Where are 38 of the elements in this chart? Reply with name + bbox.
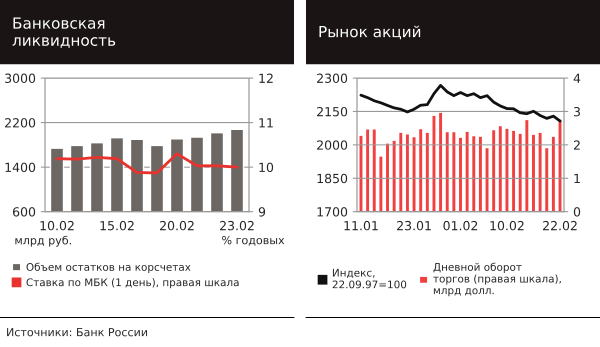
y2-tick-label: 3 — [574, 106, 580, 116]
y2-tick-label: 1 — [574, 174, 580, 184]
y2-axis-title: % годовых — [222, 236, 284, 246]
x-tick-label: 01.02 — [443, 220, 478, 230]
line-series — [56, 152, 238, 174]
x-tick-label: 20.02 — [160, 220, 194, 230]
x-tick-label: 10.02 — [40, 220, 74, 230]
legend-label: Дневной оборот торгов (правая шкала), млрд долл. — [433, 262, 561, 296]
y-axis-title: млрд руб. — [15, 236, 71, 247]
x-tick-label: 23.02 — [220, 220, 254, 230]
legend-label: Ставка по МБК (1 день), правая шкала — [26, 278, 239, 288]
chart-title: Банковская ликвидность — [12, 17, 116, 48]
y2-tick-label: 11 — [259, 118, 273, 128]
y-tick-label: 1400 — [6, 162, 36, 172]
y2-tick-label: 9 — [258, 207, 266, 217]
x-tick-label: 15.02 — [100, 220, 134, 230]
legend-label: Индекс, 22.09.97=100 — [332, 268, 406, 288]
y-tick-label: 2300 — [317, 74, 348, 83]
y-tick-label: 3000 — [5, 74, 36, 83]
y-tick-label: 2200 — [5, 118, 36, 128]
legend-label: Объем остатков на корсчетах — [26, 262, 191, 273]
text: Источники: Банк России — [7, 328, 148, 336]
y-tick-label: 1700 — [318, 207, 348, 217]
chart-title: Рынок акций — [320, 26, 420, 40]
y2-tick-label: 0 — [574, 207, 580, 217]
x-tick-label: 23.01 — [397, 220, 431, 230]
x-tick-label: 22.02 — [543, 220, 577, 230]
y2-tick-label: 4 — [574, 74, 580, 83]
y2-tick-label: 2 — [574, 140, 580, 150]
y2-tick-label: 12 — [259, 74, 273, 83]
y2-tick-label: 10 — [259, 162, 274, 172]
y-tick-label: 600 — [12, 207, 36, 217]
y-tick-label: 1850 — [318, 174, 348, 184]
x-tick-label: 10.02 — [490, 220, 524, 230]
line-series — [360, 84, 562, 122]
y-tick-label: 2150 — [317, 106, 348, 116]
y-tick-label: 2000 — [317, 140, 348, 150]
x-tick-label: 11.01 — [344, 220, 378, 230]
